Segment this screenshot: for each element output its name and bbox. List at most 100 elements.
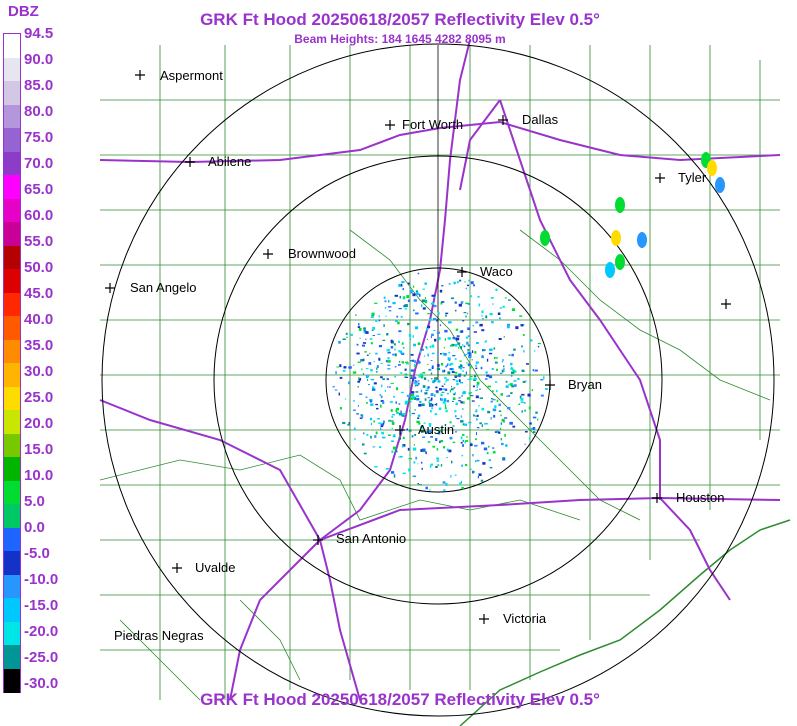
echo-pixel [517,377,520,380]
echo-pixel [393,474,396,478]
echo-pixel [444,403,447,405]
city-label: Fort Worth [402,117,463,132]
colorbar-swatch [4,433,20,458]
echo-pixel [422,307,426,310]
city-marker: Austin [395,422,454,437]
echo-pixel [427,441,431,443]
echo-pixel [470,281,474,285]
echo-pixel [366,401,368,404]
echo-pixel [387,351,391,354]
echo-pixel [506,325,510,329]
echo-pixel [459,364,463,367]
echo-pixel [441,391,445,393]
echo-pixel [430,302,435,305]
city-cross-icon [313,535,323,545]
echo-pixel [357,361,361,363]
echo-pixel [543,376,545,380]
echo-pixel [377,333,381,335]
echo-pixel [491,368,494,370]
echo-pixel [447,363,449,366]
echo-pixel [370,403,374,406]
echo-pixel [413,444,415,446]
echo-pixel [520,401,524,403]
echo-pixel [428,402,433,405]
echo-pixel [496,368,498,371]
echo-pixel [455,415,457,418]
colorbar-swatch [4,222,20,247]
echo-pixel [431,407,434,410]
dbz-colorbar [3,33,21,693]
echo-pixel [481,441,485,445]
echo-pixel [459,360,462,362]
echo-pixel [373,382,377,385]
echo-pixel [380,362,383,364]
dbz-tick: -15.0 [24,597,59,614]
echo-pixel [392,446,397,450]
echo-pixel [512,369,516,372]
colorbar-swatch [4,668,20,693]
echo-pixel [463,345,466,348]
echo-pixel [387,306,392,308]
echo-pixel [438,429,441,432]
echo-pixel [502,368,505,370]
echo-pixel [353,364,355,366]
echo-pixel [461,487,464,490]
echo-pixel [434,379,437,382]
echo-pixel [439,440,441,444]
echo-pixel [508,394,510,397]
echo-pixel [519,315,523,317]
echo-pixel [359,417,363,419]
echo-pixel [410,394,414,397]
echo-pixel [384,300,387,303]
echo-pixel [377,418,380,420]
echo-pixel [371,312,375,316]
echo-pixel [455,380,458,383]
echo-pixel [372,335,375,336]
echo-pixel [374,435,377,438]
city-label: Tyler [678,170,707,185]
echo-pixel [375,371,378,373]
colorbar-swatch [4,504,20,529]
echo-pixel [434,403,437,406]
echo-pixel [454,301,457,304]
echo-pixel [446,457,448,459]
echo-pixel [484,341,487,343]
echo-pixel [457,342,461,345]
echo-pixel [482,462,486,465]
echo-pixel [440,464,443,467]
echo-pixel [409,292,413,294]
echo-pixel [447,357,451,361]
city-label: Piedras Negras [114,628,204,643]
echo-pixel [504,433,506,437]
echo-pixel [438,337,441,340]
city-marker: Abilene [185,154,251,169]
echo-pixel [475,409,478,413]
echo-pixel [434,296,436,299]
echo-pixel [479,323,483,327]
echo-pixel [413,397,417,400]
echo-pixel [468,355,472,358]
echo-pixel [447,337,451,340]
echo-pixel [494,361,498,364]
echo-pixel [465,315,467,318]
echo-pixel [412,447,417,451]
echo-pixel [415,456,418,460]
colorbar-swatch [4,363,20,388]
echo-pixel [503,336,505,338]
echo-pixel [491,398,494,400]
echo-pixel [442,352,444,355]
city-cross-icon [185,157,195,167]
echo-pixel [500,372,503,374]
echo-pixel [445,378,449,381]
echo-pixel [455,402,458,405]
echo-pixel [487,385,491,388]
echo-pixel [436,460,440,462]
echo-pixel [383,420,385,424]
echo-pixel [523,350,525,353]
echo-pixel [425,486,428,490]
city-label: Uvalde [195,560,235,575]
echo-pixel [450,297,455,300]
echo-pixel [429,318,433,321]
echo-pixel [370,422,373,426]
echo-pixel [410,289,413,293]
